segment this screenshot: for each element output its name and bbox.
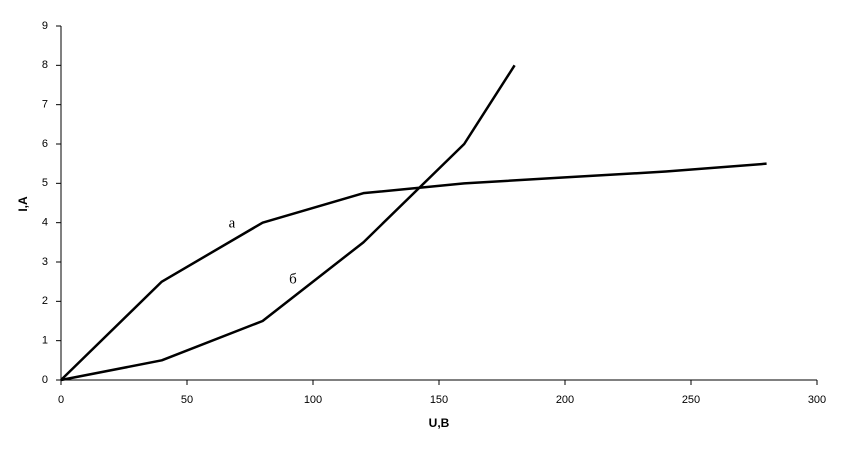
- x-tick-label: 200: [556, 394, 574, 406]
- y-axis-title: I,A: [16, 196, 30, 212]
- series-label: б: [289, 271, 297, 287]
- x-tick-label: 50: [181, 394, 193, 406]
- series-line: [60, 64, 516, 382]
- y-tick-label: 3: [42, 256, 48, 268]
- y-tick-label: 5: [42, 177, 48, 189]
- y-tick-label: 8: [42, 59, 48, 71]
- y-tick-label: 6: [42, 138, 48, 150]
- x-axis-title: U,B: [429, 416, 450, 430]
- y-tick-label: 2: [42, 295, 48, 307]
- y-tick-label: 4: [42, 217, 48, 229]
- y-tick-label: 9: [42, 20, 48, 32]
- y-tick-label: 0: [42, 374, 48, 386]
- series-label: а: [229, 215, 236, 231]
- x-tick-label: 0: [58, 394, 64, 406]
- x-tick-label: 300: [808, 394, 826, 406]
- x-tick-label: 100: [304, 394, 322, 406]
- x-tick-label: 250: [682, 394, 700, 406]
- y-tick-label: 1: [42, 335, 48, 347]
- x-tick-label: 150: [430, 394, 448, 406]
- y-tick-label: 7: [42, 99, 48, 111]
- series-line: [60, 162, 767, 381]
